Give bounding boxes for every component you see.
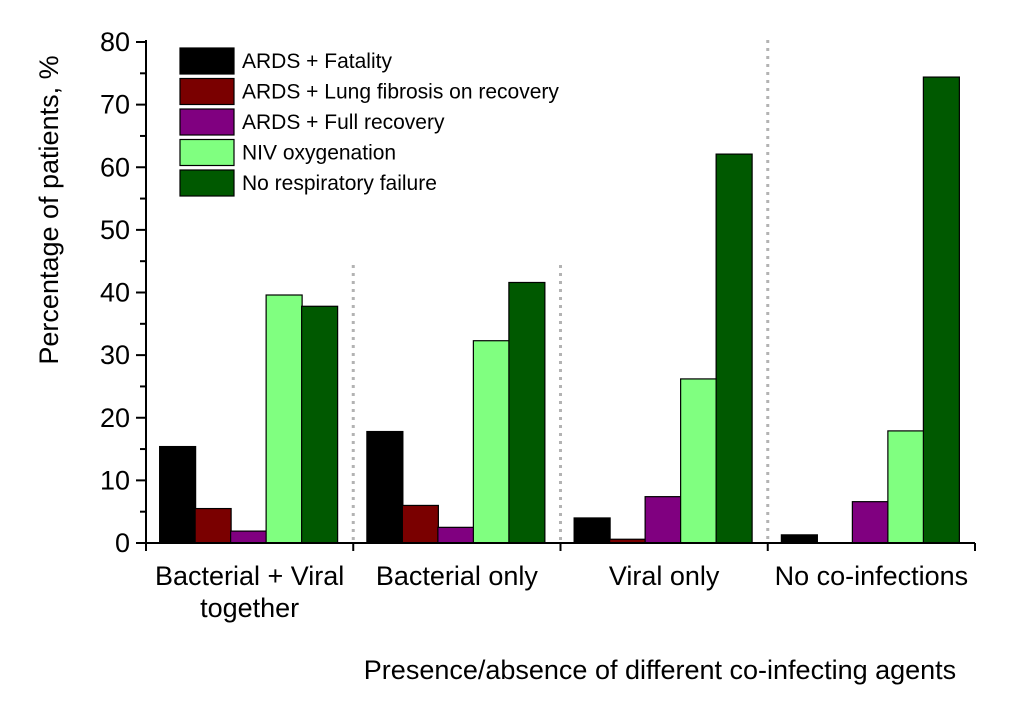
y-tick-label: 80 (100, 27, 130, 57)
bar (265, 294, 303, 544)
bar (851, 501, 889, 544)
x-tick-label: Bacterial only (376, 561, 539, 591)
bar (715, 153, 753, 544)
y-tick-label: 40 (100, 278, 130, 308)
x-tick-label: together (200, 593, 299, 623)
bar (508, 281, 546, 544)
y-tick-label: 0 (115, 528, 130, 558)
bar (472, 340, 510, 544)
bar (401, 504, 439, 544)
y-tick-label: 70 (100, 90, 130, 120)
bars (159, 76, 960, 544)
bar (194, 507, 232, 544)
bar (301, 305, 339, 544)
bar (922, 76, 960, 544)
bar (437, 526, 475, 544)
bar (573, 517, 611, 544)
legend-label: No respiratory failure (242, 172, 437, 195)
legend-label: ARDS + Full recovery (242, 111, 445, 134)
y-tick-label: 60 (100, 152, 130, 182)
y-ticks: 0 10 20 30 40 50 60 70 80 (100, 27, 146, 558)
group-separators (351, 40, 770, 543)
legend-swatch (179, 108, 235, 136)
x-axis-title: Presence/absence of different co-infecti… (364, 655, 956, 685)
y-tick-label: 10 (100, 465, 130, 495)
y-tick-label: 20 (100, 403, 130, 433)
legend-swatch (179, 77, 235, 106)
x-tick-label: Bacterial + Viral (155, 561, 344, 591)
bar (780, 534, 818, 544)
legend-label: ARDS + Fatality (242, 50, 392, 73)
bar (887, 430, 925, 544)
bar (366, 430, 404, 544)
x-tick-label: Viral only (609, 561, 720, 591)
y-tick-label: 50 (100, 215, 130, 245)
y-axis-title: Percentage of patients, % (34, 55, 64, 364)
bar (680, 378, 718, 544)
legend-label: ARDS + Lung fibrosis on recovery (242, 81, 559, 104)
legend-swatch (179, 47, 235, 75)
legend-swatch (179, 169, 235, 197)
legend: ARDS + Fatality ARDS + Lung fibrosis on r… (179, 47, 559, 197)
bar (644, 496, 682, 544)
y-tick-label: 30 (100, 340, 130, 370)
legend-swatch (179, 138, 235, 167)
bar (230, 530, 268, 544)
bar (159, 445, 197, 544)
legend-label: NIV oxygenation (242, 142, 396, 165)
x-tick-label: No co-infections (775, 561, 969, 591)
